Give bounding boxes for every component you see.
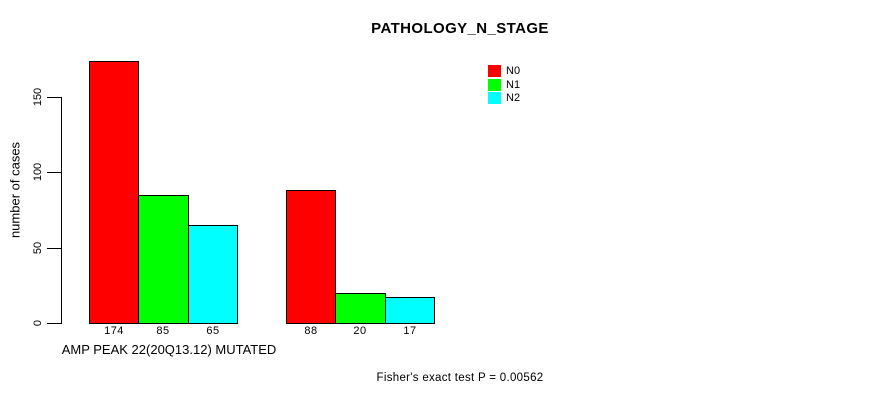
- y-axis-line: [61, 97, 62, 324]
- legend-label-n2: N2: [506, 92, 521, 104]
- y-tick-label: 50: [32, 241, 44, 255]
- legend-label-n1: N1: [506, 78, 521, 91]
- chart-title: PATHOLOGY_N_STAGE: [371, 20, 549, 37]
- y-axis-tick: [47, 323, 61, 324]
- y-axis-tick: [47, 248, 61, 249]
- bar-n1-group2: [335, 293, 386, 324]
- legend-item-n2: N2: [488, 92, 520, 104]
- y-tick-label: 150: [32, 87, 44, 107]
- bar-n0-group2: [286, 190, 336, 324]
- legend-swatch-n1: [488, 78, 501, 91]
- legend-item-n0: N0: [488, 65, 520, 77]
- legend: N0 N1 N2: [488, 65, 520, 106]
- bar-value-label: 88: [304, 325, 318, 337]
- legend-swatch-n0: [488, 65, 501, 77]
- legend-label-n0: N0: [506, 65, 521, 77]
- x-axis-label: AMP PEAK 22(20Q13.12) MUTATED: [61, 342, 277, 357]
- bar-value-label: 20: [353, 325, 367, 337]
- bar-n2-group2: [385, 297, 435, 324]
- y-axis-tick: [47, 97, 61, 98]
- bar-n2-group1: [188, 225, 238, 324]
- y-tick-label: 0: [32, 319, 44, 327]
- y-axis-tick: [47, 172, 61, 173]
- bar-value-label: 17: [403, 325, 417, 337]
- bar-value-label: 174: [104, 325, 124, 337]
- legend-swatch-n2: [488, 92, 501, 104]
- bar-n1-group1: [138, 195, 189, 324]
- legend-item-n1: N1: [488, 78, 521, 91]
- y-tick-label: 100: [32, 162, 44, 182]
- bar-value-label: 85: [156, 325, 170, 337]
- fishers-test-result: Fisher's exact test P = 0.00562: [376, 372, 544, 384]
- bar-value-label: 65: [206, 325, 220, 337]
- bar-n0-group1: [89, 61, 139, 324]
